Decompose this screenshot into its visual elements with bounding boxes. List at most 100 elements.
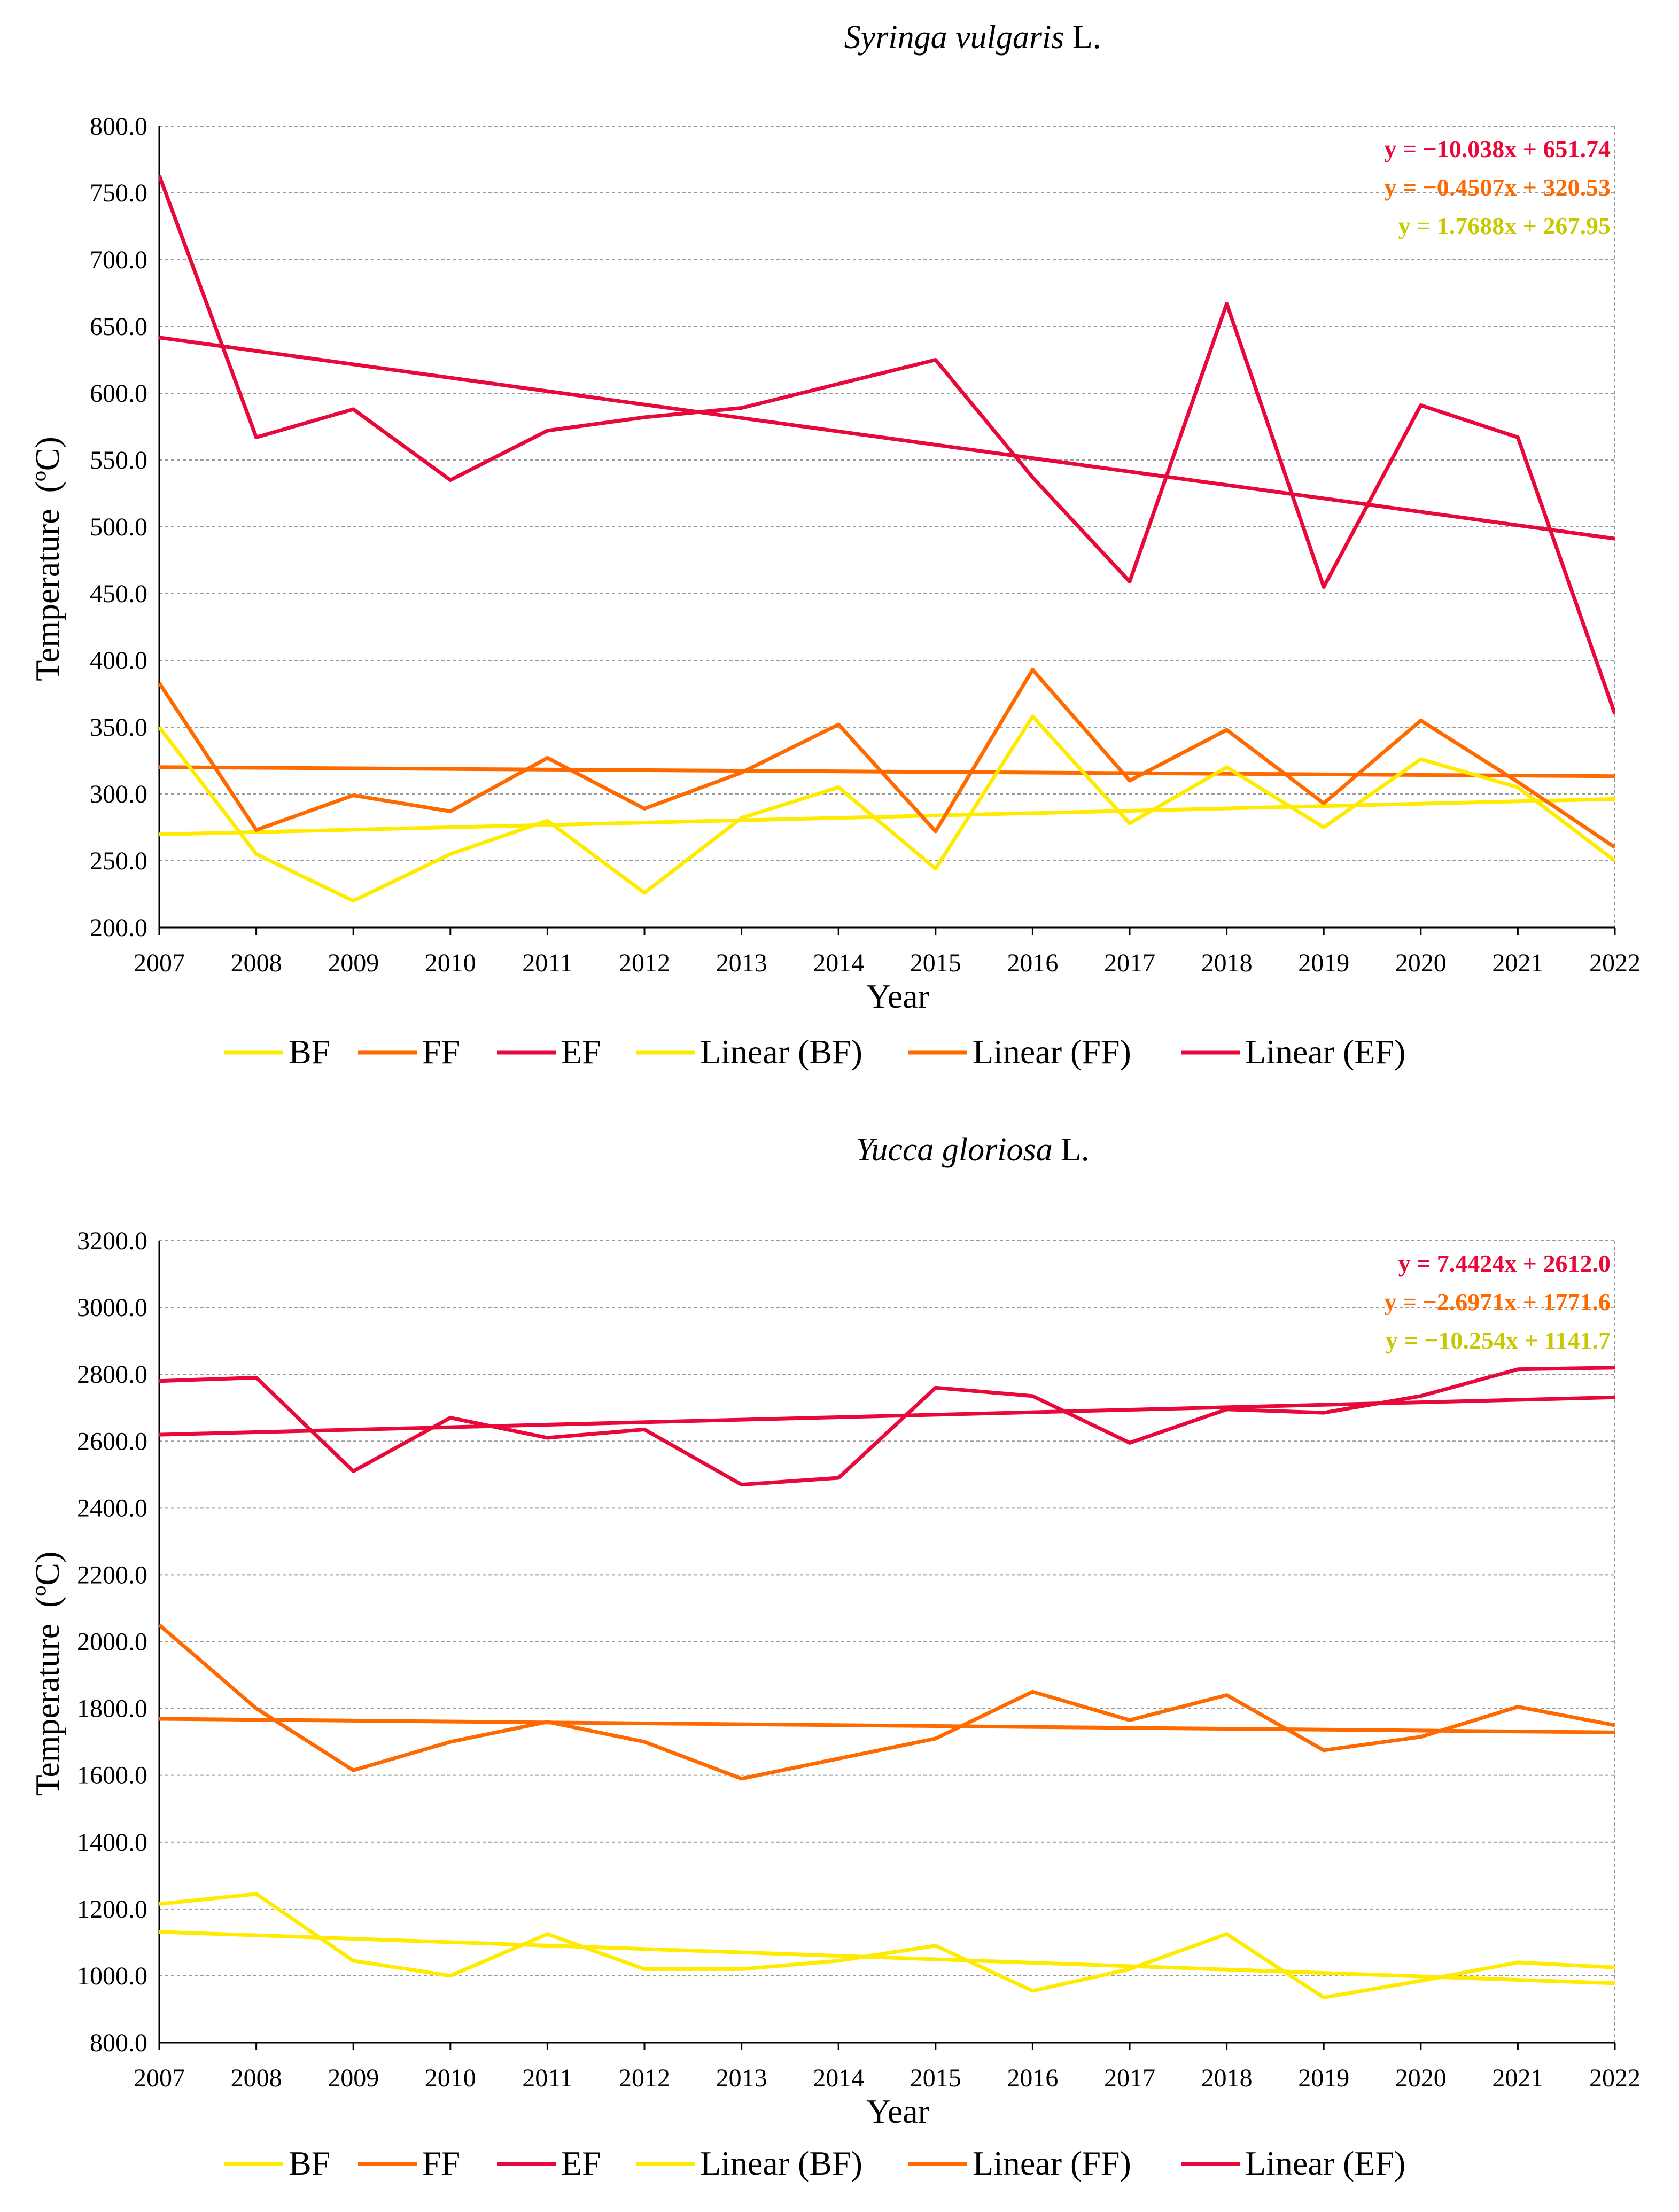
y-tick-label: 2200.0 — [77, 1561, 147, 1589]
x-tick-label: 2022 — [1589, 2064, 1641, 2092]
chart-title: Yucca gloriosa L. — [856, 1132, 1090, 1168]
y-tick-label: 3000.0 — [77, 1294, 147, 1322]
trend-equation: y = −2.6971x + 1771.6 — [1384, 1288, 1611, 1315]
y-axis-title-text: Temperature — [28, 1624, 66, 1796]
y-tick-label: 800.0 — [90, 112, 147, 141]
x-tick-label: 2020 — [1395, 949, 1447, 977]
x-tick-label: 2015 — [910, 2064, 961, 2092]
y-tick-label: 1800.0 — [77, 1695, 147, 1723]
chart-title: Syringa vulgaris L. — [844, 19, 1101, 56]
y-axis-title-unit: (ºC) — [28, 437, 66, 493]
legend-label: BF — [289, 1033, 330, 1071]
x-tick-label: 2009 — [328, 2064, 379, 2092]
legend-label: Linear (EF) — [1245, 1033, 1405, 1071]
trendline-linear-ef- — [159, 1395, 1615, 1437]
y-tick-label: 2000.0 — [77, 1628, 147, 1656]
x-tick-label: 2011 — [522, 949, 572, 977]
chart-title-species: Syringa vulgaris — [844, 19, 1064, 56]
series-line-ff — [159, 1623, 1615, 1781]
y-tick-label: 750.0 — [90, 179, 147, 207]
x-tick-label: 2018 — [1201, 949, 1253, 977]
chart-title-suffix: L. — [1053, 1132, 1090, 1168]
y-axis-title: Temperature (ºC) — [28, 437, 66, 681]
y-axis-title-unit: (ºC) — [28, 1552, 66, 1608]
x-tick-label: 2013 — [716, 2064, 767, 2092]
plot-area — [159, 175, 1615, 903]
legend-label: BF — [289, 2144, 330, 2182]
plot-area — [159, 1366, 1615, 2000]
series-line-ef — [159, 1366, 1615, 1487]
x-tick-label: 2015 — [910, 949, 961, 977]
legend-label: Linear (BF) — [700, 1033, 862, 1071]
trendline-linear-bf- — [159, 797, 1615, 837]
y-tick-label: 200.0 — [90, 914, 147, 942]
y-tick-label: 500.0 — [90, 513, 147, 541]
y-tick-label: 400.0 — [90, 647, 147, 675]
series-line-ef — [159, 175, 1615, 715]
x-tick-label: 2010 — [425, 2064, 476, 2092]
chart-syringa: Syringa vulgaris L. 200.0 250.0 300.0 350.0… — [0, 0, 1679, 1101]
x-tick-label: 2021 — [1492, 949, 1543, 977]
legend-label: Linear (EF) — [1245, 2144, 1405, 2182]
x-tick-label: 2014 — [813, 949, 864, 977]
y-tick-label: 650.0 — [90, 313, 147, 341]
legend-label: FF — [422, 1033, 460, 1071]
chart-syringa-svg: Syringa vulgaris L. 200.0 250.0 300.0 350.0… — [28, 19, 1641, 1071]
legend-label: Linear (FF) — [973, 1033, 1131, 1071]
x-tick-label: 2018 — [1201, 2064, 1253, 2092]
legend-label: EF — [561, 1033, 601, 1071]
y-tick-label: 1200.0 — [77, 1895, 147, 1923]
trend-equation: y = 7.4424x + 2612.0 — [1398, 1250, 1611, 1277]
x-tick-label: 2022 — [1589, 949, 1641, 977]
y-tick-label: 600.0 — [90, 379, 147, 408]
x-tick-label: 2009 — [328, 949, 379, 977]
trendline-linear-ff- — [159, 1717, 1615, 1734]
trend-equation: y = −10.038x + 651.74 — [1384, 135, 1611, 162]
y-tick-label: 1400.0 — [77, 1828, 147, 1857]
y-tick-label: 800.0 — [90, 2029, 147, 2057]
trend-equation: y = 1.7688x + 267.95 — [1398, 212, 1611, 239]
trend-equation: y = −10.254x + 1141.7 — [1386, 1327, 1611, 1354]
y-tick-label: 2600.0 — [77, 1427, 147, 1455]
x-axis-title: Year — [866, 2092, 929, 2130]
y-tick-label: 2800.0 — [77, 1360, 147, 1389]
y-tick-label: 550.0 — [90, 446, 147, 474]
x-tick-label: 2012 — [619, 949, 670, 977]
series-line-bf — [159, 1892, 1615, 2000]
x-tick-label: 2012 — [619, 2064, 670, 2092]
y-tick-label: 2400.0 — [77, 1494, 147, 1522]
y-tick-label: 350.0 — [90, 713, 147, 742]
x-tick-label: 2011 — [522, 2064, 572, 2092]
trendline-linear-ff- — [159, 765, 1615, 778]
x-tick-label: 2017 — [1104, 2064, 1155, 2092]
series-line-ff — [159, 668, 1615, 849]
y-axis-title-text: Temperature — [28, 509, 66, 681]
x-tick-label: 2008 — [231, 949, 282, 977]
x-tick-label: 2021 — [1492, 2064, 1543, 2092]
x-tick-label: 2019 — [1298, 949, 1349, 977]
trend-equation: y = −0.4507x + 320.53 — [1384, 174, 1611, 201]
x-tick-label: 2016 — [1007, 949, 1058, 977]
x-axis-title: Year — [866, 977, 929, 1015]
x-tick-label: 2013 — [716, 949, 767, 977]
legend-label: EF — [561, 2144, 601, 2182]
x-tick-label: 2014 — [813, 2064, 864, 2092]
y-axis-title: Temperature (ºC) — [28, 1552, 66, 1796]
x-tick-label: 2010 — [425, 949, 476, 977]
trendline-linear-bf- — [159, 1930, 1615, 1985]
y-tick-label: 3200.0 — [77, 1227, 147, 1255]
x-tick-label: 2020 — [1395, 2064, 1447, 2092]
y-tick-label: 1000.0 — [77, 1962, 147, 1990]
y-tick-label: 1600.0 — [77, 1762, 147, 1790]
x-tick-label: 2017 — [1104, 949, 1155, 977]
y-tick-label: 700.0 — [90, 246, 147, 274]
chart-title-species: Yucca gloriosa — [856, 1132, 1053, 1168]
x-tick-label: 2008 — [231, 2064, 282, 2092]
chart-yucca: Yucca gloriosa L. 800.0 1000.0 1200.0 1400.… — [0, 1111, 1679, 2212]
chart-title-suffix: L. — [1064, 19, 1101, 56]
trendline-linear-ef- — [159, 336, 1615, 541]
legend-label: FF — [422, 2144, 460, 2182]
y-tick-label: 450.0 — [90, 580, 147, 608]
x-tick-label: 2019 — [1298, 2064, 1349, 2092]
legend-label: Linear (FF) — [973, 2144, 1131, 2182]
